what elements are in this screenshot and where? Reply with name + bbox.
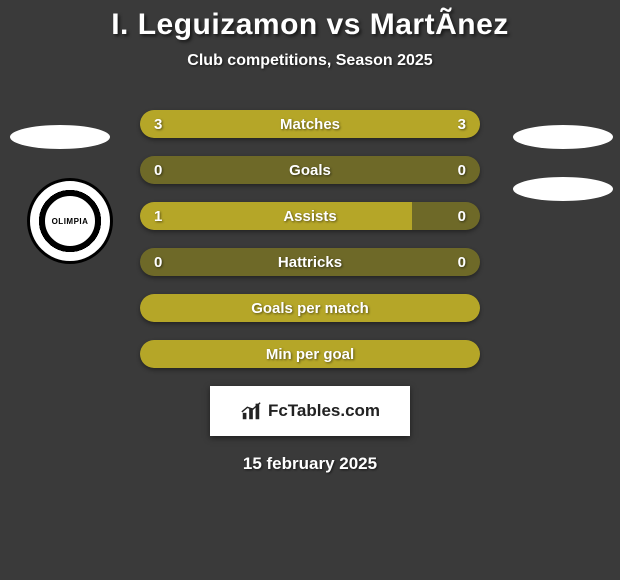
- brand-text: FcTables.com: [268, 401, 380, 421]
- stat-value-left: 0: [154, 248, 162, 276]
- stat-value-left: 1: [154, 202, 162, 230]
- page-subtitle: Club competitions, Season 2025: [0, 52, 620, 70]
- stat-label: Goals per match: [140, 294, 480, 322]
- stat-row: Min per goal: [140, 340, 480, 368]
- stat-label: Min per goal: [140, 340, 480, 368]
- date-text: 15 february 2025: [0, 454, 620, 474]
- stat-row: Assists1 0: [140, 202, 480, 230]
- stat-row: Goals per match: [140, 294, 480, 322]
- player-badge-right-2: [513, 177, 613, 201]
- club-badge: OLIMPIA: [27, 178, 113, 264]
- player-badge-right-1: [513, 125, 613, 149]
- stat-label: Matches: [140, 110, 480, 138]
- chart-icon: [240, 400, 262, 422]
- stat-value-right: 3: [458, 110, 466, 138]
- stat-label: Assists: [140, 202, 480, 230]
- brand-badge[interactable]: FcTables.com: [210, 386, 410, 436]
- stat-value-right: 0: [458, 156, 466, 184]
- club-badge-label: OLIMPIA: [40, 191, 100, 251]
- stat-value-right: 0: [458, 248, 466, 276]
- stat-row: Goals0 0: [140, 156, 480, 184]
- stat-label: Goals: [140, 156, 480, 184]
- page-title: I. Leguizamon vs MartÃnez: [0, 8, 620, 42]
- stat-value-right: 0: [458, 202, 466, 230]
- stat-row: Matches3 3: [140, 110, 480, 138]
- player-badge-left: [10, 125, 110, 149]
- stat-value-left: 0: [154, 156, 162, 184]
- stat-label: Hattricks: [140, 248, 480, 276]
- stat-row: Hattricks0 0: [140, 248, 480, 276]
- stats-container: Matches33Goals00Assists10Hattricks00Goal…: [140, 110, 480, 368]
- stat-value-left: 3: [154, 110, 162, 138]
